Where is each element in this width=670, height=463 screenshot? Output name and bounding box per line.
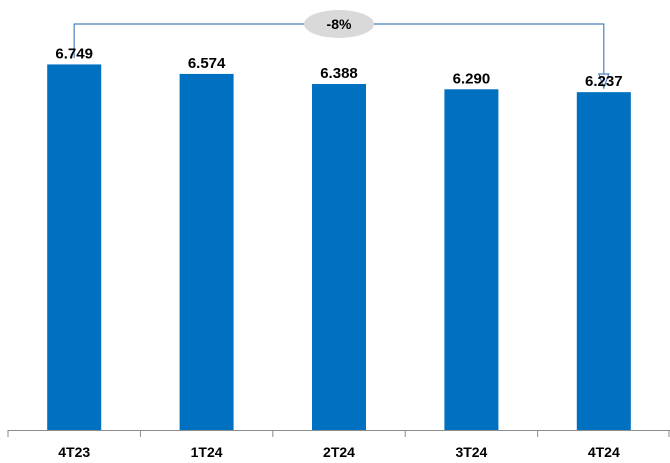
bar-1t24 [179,73,234,431]
value-label-1t24: 6.574 [188,55,226,72]
category-label-4t23: 4T23 [58,444,90,460]
bar-4t24 [576,92,631,430]
category-label-3t24: 3T24 [455,444,487,460]
bar-4t23 [47,64,102,430]
value-label-2t24: 6.388 [320,65,358,82]
bar-3t24 [444,89,499,431]
bars-group [47,64,631,431]
category-labels-group: 4T23 1T24 2T24 3T24 4T24 [58,444,620,460]
value-label-4t23: 6.749 [55,45,93,62]
x-axis [7,430,670,437]
category-label-2t24: 2T24 [323,444,355,460]
value-label-3t24: 6.290 [453,70,491,87]
value-labels-group: 6.749 6.574 6.388 6.290 6.237 [55,45,622,90]
change-pill [304,10,374,38]
category-label-4t24: 4T24 [588,444,620,460]
bar-2t24 [312,83,366,430]
category-label-1t24: 1T24 [191,444,223,460]
value-label-4t24: 6.237 [585,73,623,90]
change-annotation: -8% [73,10,610,90]
change-arrow-head [597,73,610,90]
change-label: -8% [327,16,352,32]
